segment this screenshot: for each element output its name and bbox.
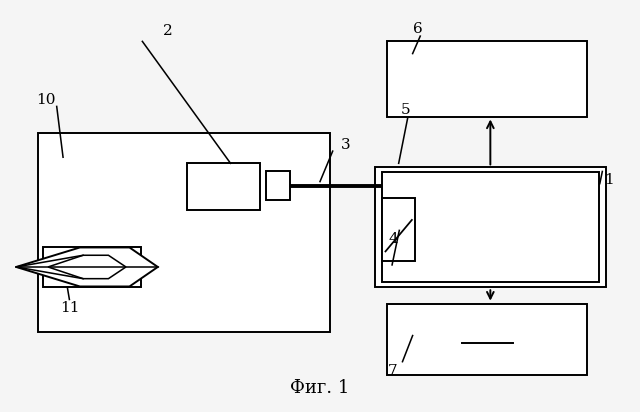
Polygon shape [16,248,158,286]
Text: 3: 3 [340,138,350,152]
Text: 6: 6 [413,22,423,36]
Bar [382,172,598,282]
Bar [266,171,290,200]
Bar [387,304,587,375]
Bar [187,163,260,210]
Polygon shape [48,255,126,279]
Text: 7: 7 [388,364,398,378]
Text: 10: 10 [36,94,56,107]
Bar [382,198,415,261]
Bar [43,247,141,287]
Bar [374,167,606,287]
Bar [387,41,587,117]
Bar [38,133,330,332]
Text: 2: 2 [163,24,173,38]
Text: 1: 1 [604,173,614,187]
Text: Фиг. 1: Фиг. 1 [291,379,349,397]
Text: 11: 11 [60,301,79,315]
Text: 4: 4 [388,232,398,246]
Text: 5: 5 [401,103,410,117]
